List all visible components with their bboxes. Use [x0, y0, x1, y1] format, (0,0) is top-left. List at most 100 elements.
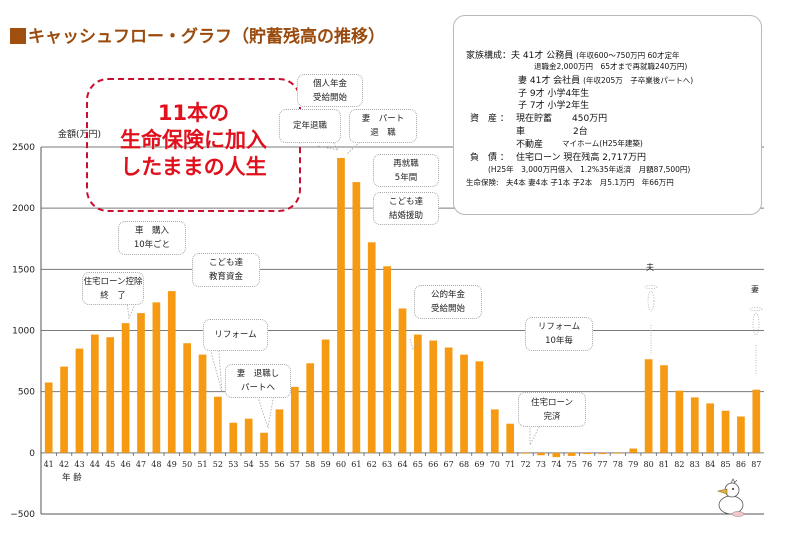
note-reemployment: 再就職 5年間	[373, 154, 439, 187]
bar-age-74	[552, 452, 561, 458]
x-tick-label: 58	[305, 460, 315, 469]
x-tick-label: 62	[367, 460, 377, 469]
note-text: 車 購入	[134, 226, 169, 236]
x-tick-label: 49	[167, 460, 177, 469]
highlight-line-1: 11本の	[157, 101, 230, 125]
x-tick-label: 50	[182, 460, 192, 469]
note-text: 10年毎	[545, 336, 573, 346]
x-tick-label: 71	[505, 460, 515, 469]
bar-age-60	[337, 158, 345, 453]
x-tick-label: 42	[59, 460, 69, 469]
note-text: 住宅ローン	[530, 397, 574, 408]
x-tick-label: 45	[105, 460, 115, 469]
y-tick-label: 500	[18, 388, 35, 398]
bar-age-41	[44, 382, 53, 453]
x-tick-label: 68	[459, 460, 469, 469]
note-text: 教育資金	[208, 272, 243, 282]
asset-savings-name: 現在貯蓄	[516, 114, 553, 124]
x-tick-label: 84	[705, 460, 715, 469]
x-tick-labels: 41 42 43 44 45 46 47 48 49 50 51 52 53 54 55 56 57 58 59 60…	[44, 460, 762, 469]
highlight-line-3: したままの人生	[120, 155, 267, 179]
bar-age-78	[614, 452, 622, 454]
bar-age-82	[675, 390, 684, 453]
wife-death-label: 妻	[751, 285, 759, 294]
child-1: 子 9才 小学4年生	[518, 89, 590, 99]
bar-age-67	[444, 347, 453, 453]
bar-age-55	[260, 432, 268, 453]
note-text: 受給開始	[312, 92, 347, 103]
x-tick-label: 41	[44, 460, 54, 469]
chart-title: キャッシュフロー・グラフ（貯蓄残高の推移）	[10, 22, 385, 47]
x-axis-label: 年 齢	[62, 472, 82, 483]
asset-savings-value: 450万円	[572, 114, 608, 124]
note-text: パートへ	[240, 383, 275, 393]
note-wife-part-retire: 妻 パート 退 職	[349, 109, 417, 143]
note-text: 再就職	[393, 158, 419, 169]
bar-age-87	[752, 389, 761, 453]
bar-age-54	[244, 418, 253, 453]
bar-age-45	[106, 337, 115, 453]
bar-age-70	[490, 409, 499, 453]
husband-death-marker	[644, 285, 658, 355]
bar-age-51	[198, 354, 207, 453]
chart-title-text: キャッシュフロー・グラフ（貯蓄残高の推移）	[28, 27, 385, 47]
note-wedding-support: こども達 結婚援助	[373, 192, 439, 225]
note-reform-10yr: リフォーム 10年毎	[525, 317, 593, 351]
x-tick-label: 73	[536, 460, 546, 469]
bar-age-47	[137, 313, 145, 453]
x-tick-label: 69	[474, 460, 484, 469]
note-text: 公的年金	[430, 290, 465, 300]
title-square-icon	[10, 28, 26, 44]
x-tick-label: 79	[628, 460, 638, 469]
note-text: 定年退職	[292, 121, 327, 131]
bar-age-59	[321, 339, 330, 453]
x-tick-label: 81	[659, 460, 669, 469]
bar-age-76	[583, 452, 591, 455]
note-text: 妻 パート	[361, 114, 405, 124]
bar-age-62	[367, 242, 376, 453]
note-text: 個人年金	[312, 78, 347, 89]
note-car-purchase: 車 購入 10年ごと	[118, 221, 186, 255]
insurance-row: 生命保険: 夫4本 妻4本 子1本 子2本 月5.1万円 年66万円	[466, 178, 674, 187]
duck-illustration-icon	[716, 478, 745, 517]
x-tick-label: 63	[382, 460, 392, 469]
bar-age-63	[383, 266, 391, 453]
x-tick-label: 86	[736, 460, 746, 469]
note-text: 5年間	[394, 172, 418, 183]
bar-age-42	[60, 366, 68, 453]
husband-detail-2: 退職金2,000万円 65才まで再就職240万円)	[534, 62, 688, 71]
x-tick-label: 54	[244, 460, 254, 469]
note-text: リフォーム	[214, 330, 257, 340]
x-tick-label: 46	[121, 460, 131, 469]
asset-realestate-name: 不動産	[516, 140, 544, 150]
family-row-husband: 家族構成：夫 41才 公務員 (年収600～750万円 60才定年	[466, 48, 680, 61]
x-tick-label: 77	[597, 460, 607, 469]
bar-age-52	[214, 396, 222, 453]
x-tick-label: 47	[136, 460, 146, 469]
asset-realestate-value: マイホーム(H25年建築)	[562, 139, 643, 148]
x-tick-label: 53	[228, 460, 238, 469]
note-wife-part: 妻 退職し パートへ	[225, 364, 291, 398]
x-tick-label: 67	[444, 460, 454, 469]
husband-detail-1: (年収600～750万円 60才定年	[576, 51, 680, 60]
bar-age-83	[690, 397, 699, 453]
bar-age-73	[537, 452, 545, 456]
x-tick-label: 87	[751, 460, 761, 469]
bar-age-64	[398, 308, 407, 453]
bars	[44, 158, 761, 458]
y-tick-label: 1500	[12, 265, 35, 275]
x-tick-label: 70	[490, 460, 500, 469]
x-tick-label: 75	[567, 460, 577, 469]
x-tick-label: 85	[720, 460, 730, 469]
axes	[40, 147, 764, 515]
x-tick-label: 48	[151, 460, 161, 469]
note-private-pension: 個人年金 受給開始	[297, 74, 363, 107]
x-tick-label: 43	[74, 460, 84, 469]
bar-age-79	[629, 448, 638, 453]
note-text: こども達	[388, 196, 423, 207]
debt-main: 住宅ローン 現在残高 2,717万円	[516, 153, 647, 163]
x-tick-label: 59	[320, 460, 330, 469]
husband-text: 夫 41才 公務員	[511, 51, 574, 61]
debt-label: 負 債 ：	[470, 153, 509, 163]
bar-age-68	[460, 354, 468, 453]
